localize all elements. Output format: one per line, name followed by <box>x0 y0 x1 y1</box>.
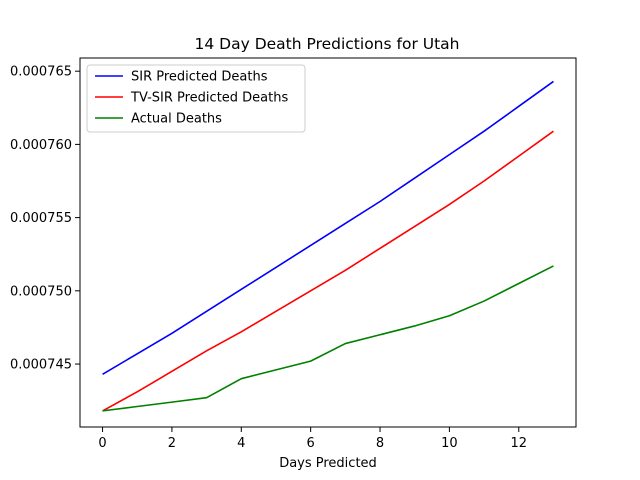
series-line-actual-deaths <box>102 265 554 412</box>
chart-title: 14 Day Death Predictions for Utah <box>195 35 460 53</box>
x-axis: 0 2 4 6 8 10 12 <box>98 427 527 451</box>
x-tick-label: 6 <box>307 436 315 451</box>
x-tick-label: 0 <box>98 436 106 451</box>
x-tick-label: 12 <box>510 436 527 451</box>
x-axis-label: Days Predicted <box>279 456 377 471</box>
plot-lines <box>102 80 554 412</box>
legend-label: Actual Deaths <box>131 112 222 127</box>
legend-label: TV-SIR Predicted Deaths <box>130 91 288 106</box>
series-line-sir-predicted-deaths <box>102 80 554 375</box>
legend: SIR Predicted Deaths TV-SIR Predicted Dea… <box>86 64 306 133</box>
plot-frame <box>79 57 577 428</box>
x-tick-label: 2 <box>168 436 176 451</box>
y-tick-label: 0.000750 <box>10 284 72 299</box>
y-tick-label: 0.000755 <box>10 211 72 226</box>
x-tick-label: 8 <box>376 436 384 451</box>
series-line-tv-sir-predicted-deaths <box>102 130 554 412</box>
y-tick-label: 0.000760 <box>10 138 72 153</box>
y-tick-label: 0.000765 <box>10 65 72 80</box>
x-tick-label: 4 <box>237 436 245 451</box>
y-axis: 0.000745 0.000750 0.000755 0.000760 0.000765 <box>10 65 80 373</box>
x-tick-label: 10 <box>441 436 458 451</box>
legend-label: SIR Predicted Deaths <box>131 70 268 85</box>
legend-box <box>86 64 306 133</box>
y-tick-label: 0.000745 <box>10 358 72 373</box>
